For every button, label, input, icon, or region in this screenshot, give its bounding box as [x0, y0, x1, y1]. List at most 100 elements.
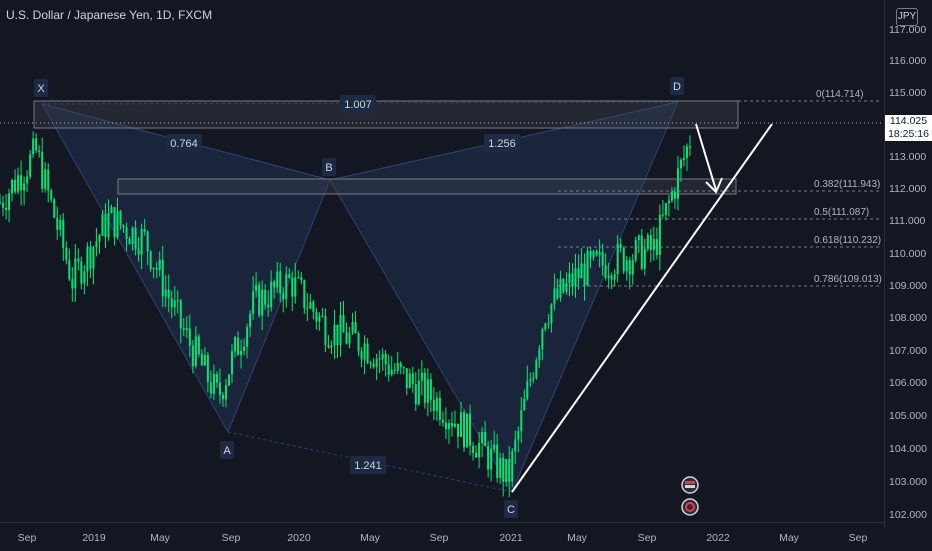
- candle-body: [188, 328, 191, 346]
- candle-body: [387, 364, 390, 375]
- candle-body: [215, 373, 218, 383]
- price-chart[interactable]: 0(114.714) 0.382(111.943) 0.5(111.087) 0…: [0, 0, 884, 522]
- candle-body: [41, 152, 44, 189]
- svg-text:C: C: [507, 504, 515, 516]
- time-tick: Sep: [429, 532, 449, 544]
- candle-body: [574, 268, 577, 287]
- candle-body: [402, 367, 405, 369]
- candle-body: [116, 210, 119, 238]
- candle-body: [375, 358, 378, 368]
- candle-body: [95, 241, 98, 248]
- price-tick: 107.000: [889, 345, 927, 357]
- price-tick: 110.000: [889, 248, 927, 260]
- time-tick: Sep: [221, 532, 241, 544]
- candle-body: [423, 372, 426, 403]
- candle-body: [237, 337, 240, 356]
- candle-body: [538, 349, 541, 361]
- candle-body: [556, 288, 559, 298]
- candle-body: [297, 277, 300, 279]
- candle-body: [282, 293, 285, 300]
- candle-body: [496, 444, 499, 478]
- candle-body: [134, 227, 137, 249]
- svg-text:A: A: [223, 445, 231, 457]
- candle-body: [655, 239, 658, 256]
- candle-body: [276, 271, 279, 288]
- candle-body: [493, 444, 496, 450]
- candle-body: [179, 300, 182, 329]
- svg-text:X: X: [37, 83, 45, 95]
- candle-body: [544, 323, 547, 330]
- candle-body: [526, 381, 529, 399]
- candle-body: [405, 368, 408, 389]
- candle-body: [571, 273, 574, 287]
- time-tick: May: [360, 532, 380, 544]
- candle-body: [227, 374, 230, 386]
- candle-body: [529, 379, 532, 382]
- candle-body: [249, 313, 252, 328]
- candle-body: [514, 439, 517, 452]
- candle-body: [652, 239, 655, 250]
- point-label-a: A: [220, 441, 234, 459]
- candle-body: [5, 207, 8, 210]
- candle-body: [613, 274, 616, 280]
- candle-body: [460, 412, 463, 437]
- support-zone-mid[interactable]: [117, 178, 737, 195]
- candle-body: [673, 191, 676, 199]
- time-tick: May: [567, 532, 587, 544]
- currency-badge[interactable]: JPY: [896, 8, 918, 26]
- projection-arrow[interactable]: [695, 123, 723, 194]
- candle-body: [607, 275, 610, 279]
- candle-body: [264, 289, 267, 305]
- point-label-d: D: [670, 77, 684, 95]
- candle-body: [399, 362, 402, 368]
- candle-body: [152, 267, 155, 269]
- candle-body: [110, 207, 113, 213]
- candle-body: [38, 150, 41, 153]
- candle-body: [137, 248, 140, 255]
- candle-body: [547, 323, 550, 325]
- candle-body: [469, 413, 472, 446]
- candle-body: [490, 449, 493, 470]
- dividend-event-icon[interactable]: [681, 498, 699, 516]
- candle-body: [532, 377, 535, 380]
- pattern-xb-line: [41, 103, 331, 181]
- candle-body: [589, 250, 592, 258]
- candle-body: [2, 202, 5, 208]
- candle-body: [149, 251, 152, 269]
- candle-body: [562, 279, 565, 292]
- candle-body: [128, 238, 131, 245]
- bar-countdown: 18:25:16: [888, 128, 929, 140]
- candle-body: [20, 175, 23, 191]
- candle-body: [35, 138, 38, 151]
- time-axis[interactable]: Sep 2019 May Sep 2020 May Sep 2021 May Sep 2022 May…: [0, 522, 884, 551]
- candle-body: [209, 382, 212, 394]
- candle-body: [336, 324, 339, 345]
- candle-body: [580, 263, 583, 279]
- candle-body: [170, 298, 173, 308]
- candle-body: [619, 243, 622, 249]
- resistance-zone-top[interactable]: [33, 100, 739, 129]
- candle-body: [577, 268, 580, 279]
- pattern-bcd-area: [329, 101, 679, 494]
- candle-body: [206, 354, 209, 383]
- ascending-trendline[interactable]: [511, 123, 773, 493]
- candle-body: [408, 373, 411, 389]
- symbol-title[interactable]: U.S. Dollar / Japanese Yen, 1D, FXCM: [6, 8, 213, 22]
- candle-body: [50, 190, 53, 200]
- candle-body: [583, 263, 586, 286]
- candle-body: [104, 214, 107, 238]
- price-axis[interactable]: 117.000116.000115.000114.000113.000112.0…: [884, 0, 932, 528]
- price-tick: 108.000: [889, 312, 927, 324]
- candle-body: [550, 304, 553, 324]
- candle-body: [59, 219, 62, 230]
- candle-body: [47, 169, 50, 191]
- candle-body: [53, 199, 56, 218]
- candle-body: [351, 322, 354, 333]
- fib-label-05: 0.5(111.087): [814, 207, 869, 218]
- candle-body: [393, 369, 396, 371]
- candle-body: [649, 235, 652, 250]
- candle-body: [324, 316, 327, 345]
- flag-event-icon[interactable]: [681, 476, 699, 494]
- candle-body: [80, 261, 83, 284]
- time-tick: May: [779, 532, 799, 544]
